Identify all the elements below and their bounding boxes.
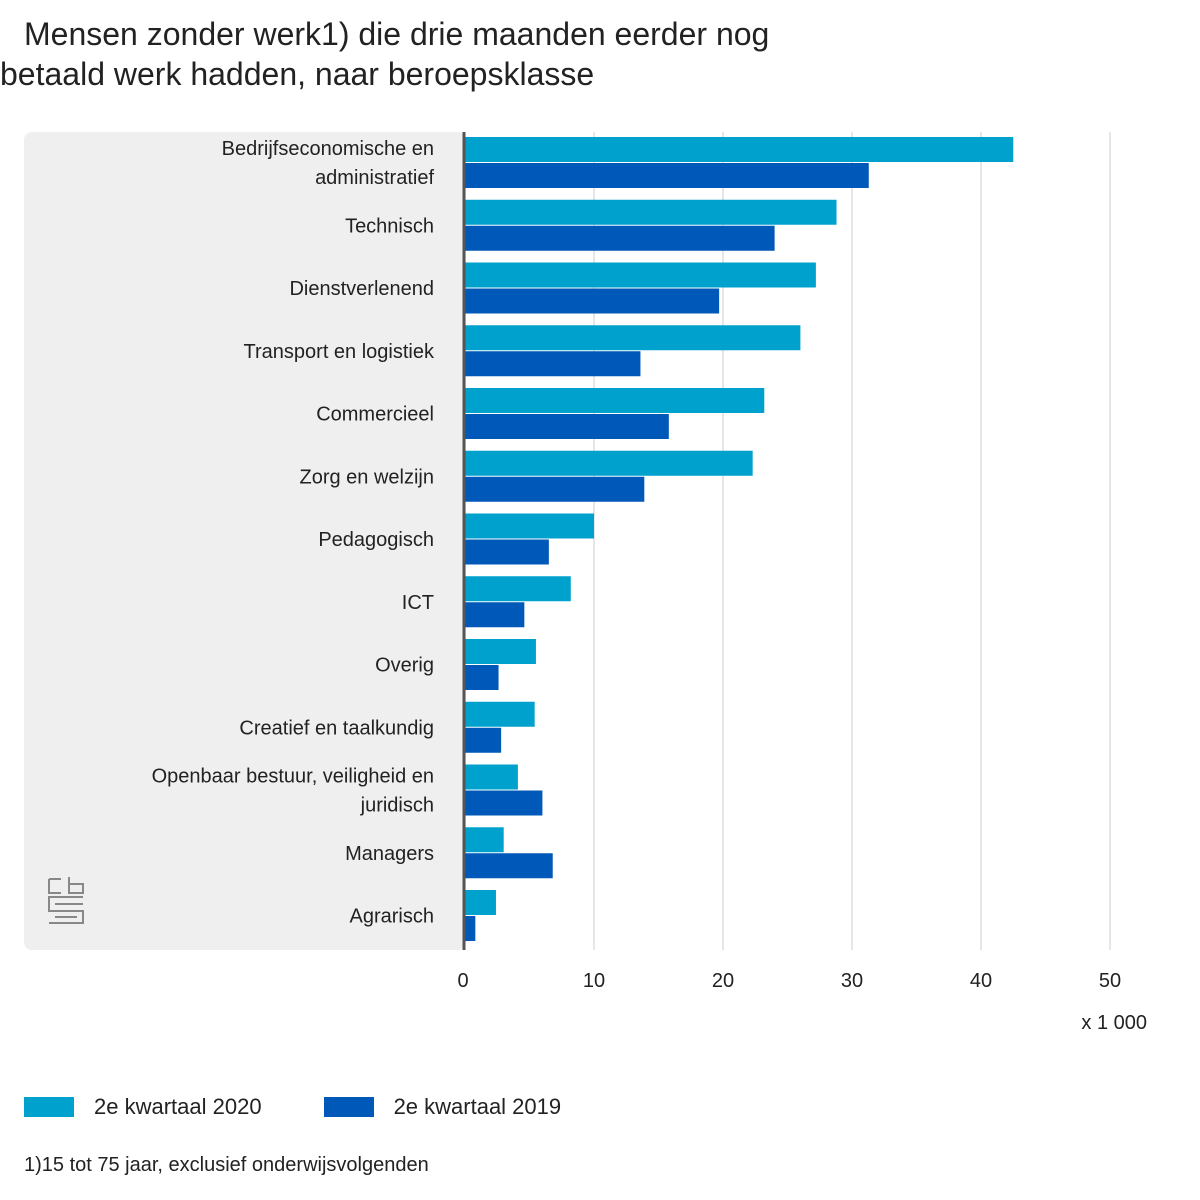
legend-swatch-2019 bbox=[323, 1097, 374, 1117]
bar-2020 bbox=[465, 513, 594, 539]
x-tick-label: 30 bbox=[841, 970, 863, 992]
bar-2020 bbox=[465, 199, 837, 225]
category-label: Agrarisch bbox=[350, 906, 434, 928]
bar-2020 bbox=[465, 890, 496, 915]
bar-2019 bbox=[465, 727, 502, 753]
category-label: Zorg en welzijn bbox=[299, 466, 434, 488]
category-label: ICT bbox=[402, 592, 434, 614]
bar-2019 bbox=[465, 351, 641, 377]
category-label: Pedagogisch bbox=[318, 529, 434, 551]
x-axis-unit: x 1 000 bbox=[1081, 1012, 1147, 1034]
category-label: Managers bbox=[345, 843, 434, 865]
legend-label-2020: 2e kwartaal 2020 bbox=[94, 1094, 262, 1119]
x-tick-label: 0 bbox=[457, 970, 468, 992]
grid-lines bbox=[593, 132, 1111, 950]
category-label: Technisch bbox=[345, 215, 434, 237]
bar-2019 bbox=[465, 414, 669, 439]
footnote: 1)15 tot 75 jaar, exclusief onderwijsvol… bbox=[24, 1154, 429, 1176]
bar-2019 bbox=[465, 539, 549, 565]
bar-2019 bbox=[465, 602, 525, 628]
legend-label-2019: 2e kwartaal 2019 bbox=[393, 1094, 562, 1119]
bar-2020 bbox=[465, 764, 518, 790]
bar-2020 bbox=[465, 701, 535, 727]
legend: 2e kwartaal 2020 2e kwartaal 2019 bbox=[24, 1094, 623, 1120]
bar-2020 bbox=[465, 639, 536, 664]
bar-2019 bbox=[465, 665, 499, 690]
category-label: Bedrijfseconomische en bbox=[222, 138, 434, 160]
legend-swatch-2020 bbox=[24, 1097, 74, 1117]
bar-2020 bbox=[465, 827, 504, 853]
tick-labels: 0 10 20 30 40 50 bbox=[457, 970, 1121, 992]
x-tick-label: 20 bbox=[712, 970, 734, 992]
category-labels: Bedrijfseconomische en administratief Tech… bbox=[152, 138, 435, 928]
bar-2019 bbox=[465, 163, 869, 188]
bar-2020 bbox=[465, 137, 1014, 162]
bar-2019 bbox=[465, 916, 476, 941]
x-tick-label: 40 bbox=[970, 970, 992, 992]
chart-title-line-1: Mensen zonder werk1) die drie maanden ee… bbox=[24, 16, 770, 52]
chart-title-line-2: betaald werk hadden, naar beroepsklasse bbox=[0, 56, 595, 92]
chart-title: Mensen zonder werk1) die drie maanden ee… bbox=[0, 14, 860, 94]
bar-2019 bbox=[465, 476, 645, 502]
x-tick-label: 50 bbox=[1099, 970, 1121, 992]
cbs-logo-icon bbox=[48, 877, 84, 924]
bar-2019 bbox=[465, 288, 720, 314]
category-label: Openbaar bestuur, veiligheid en bbox=[152, 766, 434, 788]
category-label: Creatief en taalkundig bbox=[239, 717, 434, 739]
bar-2020 bbox=[465, 388, 765, 413]
category-label: Dienstverlenend bbox=[289, 278, 434, 300]
legend-item-2020: 2e kwartaal 2020 bbox=[24, 1094, 262, 1120]
legend-item-2019: 2e kwartaal 2019 bbox=[323, 1094, 562, 1120]
bar-2020 bbox=[465, 325, 801, 351]
bar-2019 bbox=[465, 790, 543, 816]
bar-2019 bbox=[465, 225, 775, 251]
bar-2020 bbox=[465, 450, 753, 476]
bars bbox=[465, 137, 1014, 941]
bar-2020 bbox=[465, 262, 816, 288]
category-label: Transport en logistiek bbox=[244, 341, 435, 363]
category-label: Overig bbox=[375, 655, 434, 677]
category-panel bbox=[24, 132, 466, 950]
category-label: Commercieel bbox=[316, 404, 434, 426]
category-label: administratief bbox=[315, 167, 434, 189]
category-label: juridisch bbox=[360, 795, 434, 817]
x-tick-label: 10 bbox=[583, 970, 605, 992]
bar-2020 bbox=[465, 576, 571, 602]
bar-2019 bbox=[465, 853, 553, 879]
bar-chart: Bedrijfseconomische en administratief Tech… bbox=[24, 132, 1147, 1034]
